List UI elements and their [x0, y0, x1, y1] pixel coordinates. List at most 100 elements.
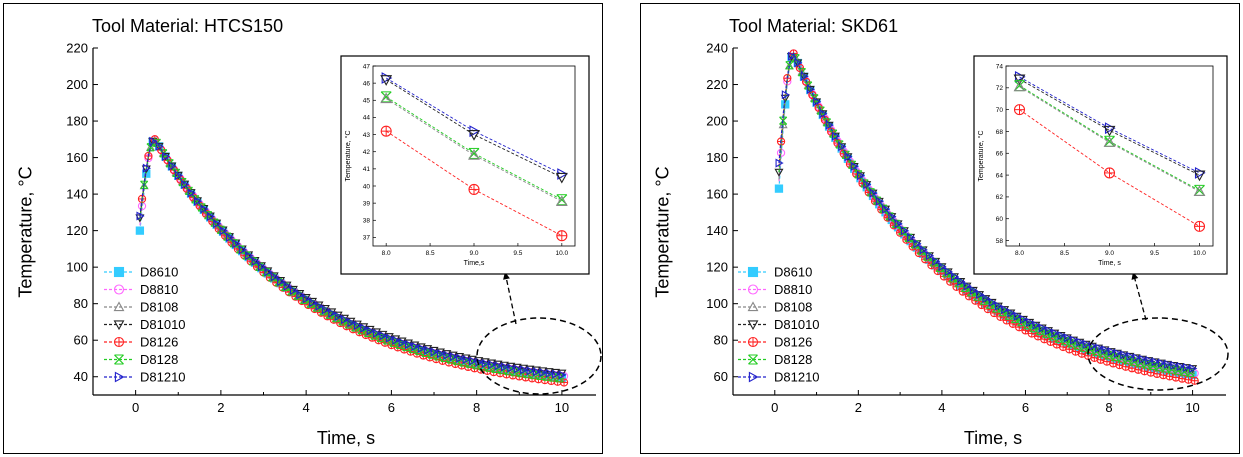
legend-marker [113, 301, 125, 312]
data-point [296, 290, 305, 300]
data-point [277, 277, 286, 287]
data-point [468, 356, 478, 366]
legend-label: D8126 [774, 335, 812, 350]
data-point [1051, 328, 1060, 338]
inset-data-point [555, 195, 568, 206]
inset-x-tick-label: 10.0 [1193, 250, 1206, 257]
data-point [379, 331, 388, 341]
inset-series-D8108 [1013, 80, 1206, 197]
data-point [949, 273, 959, 282]
data-point [829, 129, 838, 138]
data-point [951, 272, 960, 282]
inset-frame [973, 55, 1228, 275]
inset-data-point [1013, 74, 1026, 86]
series-line [139, 138, 565, 376]
data-point [225, 232, 235, 242]
chart-panel-htcs150: Tool Material: HTCS150 Temperature, °C T… [3, 3, 603, 454]
inset-y-tick-label: 68 [996, 129, 1004, 136]
y-tick-label: 240 [706, 41, 728, 56]
inset-data-point [1193, 185, 1206, 197]
inset-y-tick-label: 43 [363, 132, 371, 139]
inset-data-point [1103, 167, 1116, 179]
data-point [430, 347, 439, 357]
data-point [781, 90, 790, 100]
zoom-arrow [504, 271, 517, 325]
inset-x-tick-label: 8.5 [426, 250, 435, 257]
data-point [206, 211, 215, 222]
data-point [856, 171, 866, 181]
data-point [1120, 350, 1129, 360]
data-point [558, 370, 567, 380]
data-point [500, 362, 510, 372]
y-tick-label: 200 [706, 114, 728, 129]
data-point [831, 131, 841, 141]
data-point [1025, 318, 1035, 328]
data-point [968, 286, 978, 296]
inset-data-point [380, 125, 392, 137]
data-point [481, 358, 490, 369]
data-point [347, 318, 356, 328]
legend-item: D8126 [104, 335, 178, 350]
data-point [1151, 357, 1160, 367]
data-point [996, 312, 1005, 321]
data-point [219, 226, 228, 236]
x-tick-label: 6 [388, 400, 395, 415]
data-point [1139, 354, 1148, 364]
data-point [875, 196, 884, 206]
legend-label: D8108 [774, 300, 812, 315]
data-point [180, 180, 190, 189]
x-tick-label: 8 [473, 400, 480, 415]
data-point [1170, 360, 1179, 370]
data-point [526, 366, 535, 376]
data-point [520, 365, 529, 375]
data-point [257, 262, 267, 272]
legend-label: D81210 [140, 370, 186, 385]
inset-x-axis-label: Time,s [464, 260, 485, 267]
data-point [962, 282, 972, 291]
data-point [312, 303, 321, 312]
x-tick-label: 4 [938, 400, 945, 415]
data-point [900, 226, 910, 236]
data-point [283, 281, 292, 291]
data-point [411, 341, 420, 352]
data-point [850, 161, 859, 171]
data-point [1007, 308, 1016, 318]
legend-item: D81010 [104, 317, 186, 332]
legend-marker [748, 371, 759, 383]
data-point [507, 363, 516, 373]
y-tick-label: 120 [66, 223, 88, 238]
legend-marker [747, 336, 759, 348]
legend: D8610 D8810 D8108 D81010 D8126 D8128 D81210 [738, 265, 820, 385]
data-point [341, 315, 350, 325]
legend-item: D8810 [738, 282, 812, 297]
data-point [200, 204, 209, 214]
legend-marker [114, 354, 124, 365]
data-point [168, 161, 177, 171]
inset-y-axis-label: Temperature, °C [977, 130, 985, 181]
inset-y-tick-label: 47 [363, 63, 371, 70]
data-point [443, 350, 452, 360]
inset-series-line [385, 96, 563, 201]
data-point [1095, 343, 1104, 353]
inset-x-tick-label: 9.0 [1105, 250, 1114, 257]
inset-y-tick-label: 72 [996, 85, 1004, 92]
data-point [813, 97, 822, 107]
legend-marker [114, 371, 125, 383]
data-point [135, 226, 145, 235]
inset-x-axis-label: Time, s [1098, 260, 1121, 267]
legend-item: D81010 [738, 317, 820, 332]
inset-series-D81010 [380, 75, 568, 184]
series-D8128 [778, 52, 1195, 377]
data-point [1006, 309, 1016, 318]
inset-y-tick-label: 70 [996, 107, 1004, 114]
inset-y-tick-label: 45 [363, 98, 371, 105]
data-point [1045, 325, 1054, 336]
data-point [837, 143, 847, 152]
legend-label: D8128 [140, 352, 178, 367]
data-point [488, 360, 497, 370]
legend-label: D8128 [774, 352, 812, 367]
data-point [894, 219, 903, 229]
data-point [969, 285, 978, 295]
